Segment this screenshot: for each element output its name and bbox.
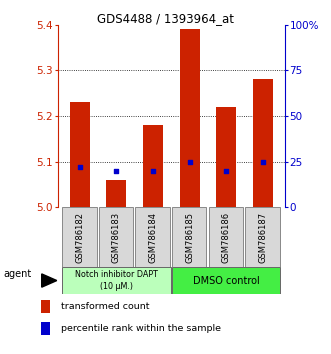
Bar (70, 102, 90, 207)
FancyBboxPatch shape (99, 207, 133, 267)
Text: GSM786185: GSM786185 (185, 212, 194, 263)
Text: GSM786187: GSM786187 (258, 212, 267, 263)
Bar (41, 300, 50, 313)
FancyBboxPatch shape (245, 207, 280, 267)
Bar (253, 80, 273, 207)
FancyBboxPatch shape (209, 207, 243, 267)
Bar (179, 29, 200, 207)
Point (77, 164, 82, 170)
Point (260, 159, 265, 164)
Bar (216, 107, 236, 207)
FancyBboxPatch shape (172, 207, 207, 267)
FancyBboxPatch shape (62, 207, 97, 267)
Text: DMSO control: DMSO control (193, 275, 260, 286)
Text: transformed count: transformed count (61, 302, 149, 311)
Text: GSM786183: GSM786183 (112, 212, 121, 263)
Text: GSM786182: GSM786182 (75, 212, 84, 263)
FancyBboxPatch shape (62, 267, 170, 294)
Text: GSM786184: GSM786184 (149, 212, 158, 263)
Polygon shape (42, 274, 57, 287)
Point (223, 168, 229, 173)
Text: percentile rank within the sample: percentile rank within the sample (61, 324, 221, 333)
Bar (106, 180, 126, 207)
FancyBboxPatch shape (135, 207, 170, 267)
Text: GDS4488 / 1393964_at: GDS4488 / 1393964_at (97, 12, 234, 25)
Point (150, 168, 156, 173)
Point (114, 168, 119, 173)
Point (187, 159, 192, 164)
FancyBboxPatch shape (172, 267, 280, 294)
Bar (41, 322, 50, 335)
Text: agent: agent (3, 269, 31, 279)
Text: GSM786186: GSM786186 (222, 212, 231, 263)
Bar (143, 125, 163, 207)
Text: Notch inhibitor DAPT
(10 μM.): Notch inhibitor DAPT (10 μM.) (75, 270, 158, 291)
